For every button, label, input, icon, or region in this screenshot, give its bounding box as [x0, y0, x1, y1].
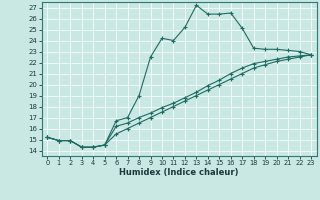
X-axis label: Humidex (Indice chaleur): Humidex (Indice chaleur): [119, 168, 239, 177]
